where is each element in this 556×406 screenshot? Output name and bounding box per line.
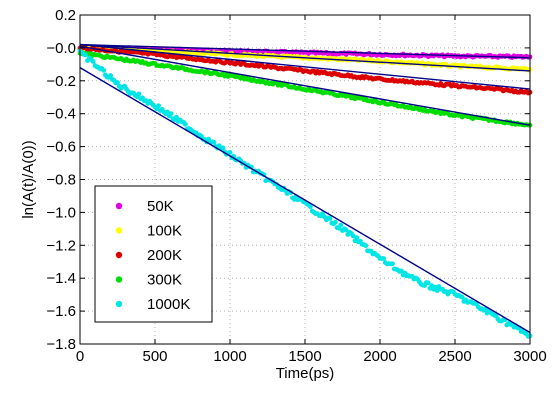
legend-label: 1000K (147, 296, 190, 313)
series-1000K (77, 48, 533, 339)
legend: 50K 100K 200K 300K 1000K (94, 185, 213, 323)
data-point (307, 204, 313, 209)
y-tick-label: −1.4 (46, 270, 76, 287)
legend-marker (115, 202, 123, 210)
x-tick-label: 3000 (513, 348, 546, 365)
legend-label: 300K (147, 272, 182, 289)
y-axis-label: ln(A(t)/A(0)) (20, 140, 37, 218)
fit-line (79, 43, 531, 59)
fit-line (79, 43, 531, 72)
y-tick-label: −1.0 (46, 204, 76, 221)
data-point (174, 114, 179, 120)
x-tick-label: 1000 (213, 348, 246, 365)
y-tick-label: −0.8 (46, 172, 76, 189)
data-point (83, 52, 89, 58)
y-tick-label: −0.4 (46, 106, 76, 123)
series-300K (77, 50, 533, 128)
fit-lines (79, 43, 531, 334)
x-tick-label: 0 (76, 348, 84, 365)
legend-label: 50K (147, 198, 174, 215)
data-point (399, 268, 404, 274)
x-tick-label: 1500 (288, 348, 321, 365)
x-tick-label: 2000 (363, 348, 396, 365)
series-200K (77, 44, 533, 96)
x-axis-label: Time(ps) (276, 365, 335, 382)
data-point (354, 235, 360, 241)
y-tick-label: −0.0 (46, 40, 76, 57)
legend-label: 200K (147, 247, 182, 264)
data-point (136, 91, 142, 97)
fit-line (79, 45, 531, 126)
legend-marker (115, 276, 123, 283)
data-point (101, 67, 107, 73)
data-point (343, 227, 349, 233)
y-tick-label: −0.2 (46, 73, 76, 90)
data-point (168, 111, 174, 117)
data-point (459, 294, 465, 300)
data-point (227, 150, 233, 155)
fit-line (79, 43, 531, 90)
data-point (220, 145, 226, 151)
data-point (156, 103, 161, 109)
legend-box (94, 185, 213, 323)
data-point (390, 261, 395, 267)
legend-marker (115, 227, 123, 234)
fit-line (79, 67, 531, 334)
y-tick-label: 0.2 (55, 7, 76, 24)
data-point (211, 139, 217, 145)
x-tick-label: 500 (142, 348, 167, 365)
data-point (363, 243, 369, 249)
data-point (90, 59, 96, 64)
data-point (182, 121, 188, 127)
data-point (115, 80, 120, 85)
x-tick-label: 2500 (438, 348, 471, 365)
data-point (332, 219, 338, 225)
data-point (338, 222, 344, 228)
data-point (108, 73, 113, 78)
y-tick-label: −1.2 (46, 237, 76, 254)
x-axis-ticks: 0 500 1000 1500 2000 2500 3000 (76, 15, 547, 365)
y-tick-label: −1.8 (46, 336, 76, 353)
data-point (350, 233, 356, 239)
y-axis-ticks: 0.2 −0.0 −0.2 −0.4 −0.6 −0.8 −1.0 −1.2 −1.4 −1.6 −… (46, 7, 530, 353)
legend-label: 100K (147, 223, 182, 240)
y-tick-label: −0.6 (46, 139, 76, 156)
data-point (327, 216, 333, 221)
legend-marker (115, 300, 123, 308)
y-tick-label: −1.6 (46, 303, 76, 320)
data-point (425, 280, 431, 286)
legend-marker (115, 251, 123, 259)
data-point (381, 256, 386, 261)
